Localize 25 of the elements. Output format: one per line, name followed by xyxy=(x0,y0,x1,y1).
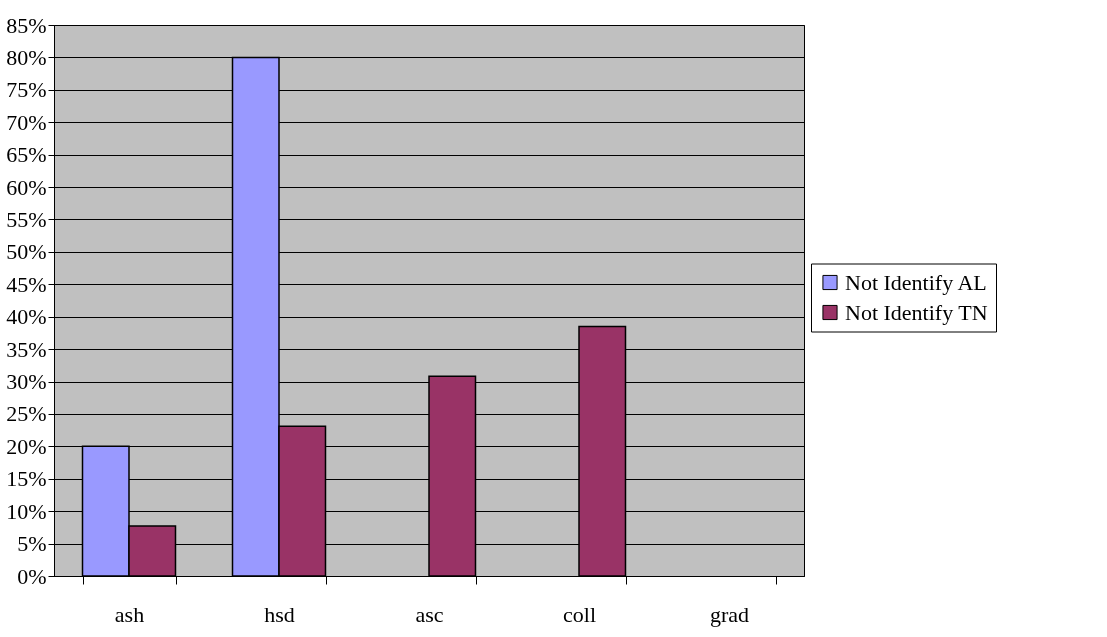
y-tick-label: 30% xyxy=(6,369,47,395)
y-tick-label: 85% xyxy=(6,12,47,38)
y-tick-label: 5% xyxy=(17,531,47,557)
y-tick-label: 10% xyxy=(6,498,47,524)
y-tick-label: 0% xyxy=(17,563,47,589)
x-tick-label: hsd xyxy=(264,601,295,627)
y-tick-label: 45% xyxy=(6,271,47,297)
y-tick-label: 65% xyxy=(6,142,47,168)
y-tick-label: 55% xyxy=(6,206,47,232)
y-tick-label: 75% xyxy=(6,77,47,103)
y-tick-label: 70% xyxy=(6,109,47,135)
x-tick-label: ash xyxy=(114,601,145,627)
legend-label: Not Identify TN xyxy=(845,299,988,325)
y-tick-label: 15% xyxy=(6,466,47,492)
y-tick-label: 25% xyxy=(6,401,47,427)
y-tick-label: 80% xyxy=(6,44,47,70)
y-tick-label: 35% xyxy=(6,336,47,362)
legend-label: Not Identify AL xyxy=(845,269,987,295)
x-tick-label: coll xyxy=(563,601,596,627)
y-tick-label: 50% xyxy=(6,239,47,265)
y-tick-label: 20% xyxy=(6,433,47,459)
x-tick-label: asc xyxy=(415,601,444,627)
x-tick-label: grad xyxy=(709,601,750,627)
y-tick-label: 60% xyxy=(6,174,47,200)
y-tick-label: 40% xyxy=(6,304,47,330)
